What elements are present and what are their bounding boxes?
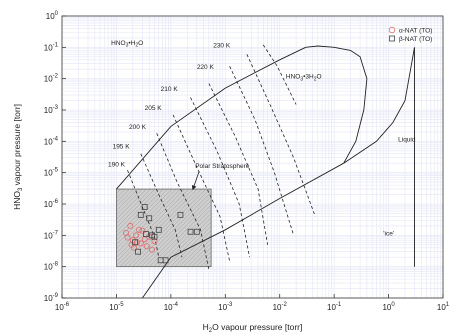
polar-stratosphere-arrow — [191, 170, 200, 191]
isotherm-label: 230 K — [213, 42, 231, 49]
phase-boundary-line — [116, 46, 306, 190]
alpha-nat-point — [143, 243, 150, 250]
beta-nat-point — [193, 228, 200, 235]
isotherm-line — [246, 54, 316, 217]
phase-boundary-line — [142, 162, 344, 299]
alpha-nat-point — [137, 240, 144, 247]
polar-stratosphere-region — [116, 188, 212, 268]
beta-nat-point — [137, 211, 144, 218]
beta-nat-point — [141, 204, 148, 210]
phase-boundary-line — [343, 47, 415, 267]
alpha-nat-point — [136, 226, 143, 233]
alpha-nat-point — [130, 244, 137, 251]
isotherm-line — [208, 83, 268, 245]
y-tick-label: 10-7 — [44, 230, 59, 240]
alpha-nat-point — [148, 246, 155, 253]
x-tick-label: 100 — [382, 302, 395, 312]
beta-nat-point — [143, 231, 149, 237]
y-tick-label: 10-6 — [44, 199, 59, 209]
x-tick-label: 10-3 — [218, 302, 233, 312]
isotherm-line — [229, 66, 294, 236]
y-tick-label: 10-2 — [44, 74, 59, 84]
isotherm-label: 190 K — [108, 161, 126, 168]
axis-ticks: 10-6 10-5 10-4 10-3 10-2 10-1 100 101 100 10-1 10-… — [44, 11, 450, 312]
phase-label: HNO3•H2O — [111, 40, 143, 49]
polar-stratosphere-label: Polar Stratosphere — [195, 163, 250, 170]
beta-nat-point — [155, 226, 162, 233]
legend: α-NAT (TO) β-NAT (TO) — [388, 26, 432, 43]
alpha-nat-point — [151, 238, 158, 245]
y-tick-label: 10-3 — [44, 105, 59, 115]
isotherm-line — [156, 133, 210, 270]
x-tick-label: 10-5 — [109, 302, 124, 312]
alpha-nat-point — [127, 222, 134, 229]
alpha-nat-point — [139, 227, 146, 234]
x-axis-label: H2O vapour pressure [torr] — [203, 322, 303, 334]
y-tick-label: 10-1 — [44, 42, 59, 52]
beta-nat-point — [177, 211, 184, 218]
legend-label-alpha-nat: α-NAT (TO) — [399, 28, 432, 35]
alpha-nat-point — [124, 234, 131, 241]
data-points — [123, 204, 200, 264]
y-tick-label: 10-4 — [44, 136, 59, 146]
y-axis-label: HNO3 vapour pressure [torr] — [12, 104, 24, 210]
isotherm-label: 195 K — [113, 143, 131, 150]
isotherm-label: 220 K — [197, 64, 215, 71]
beta-nat-point — [162, 257, 169, 264]
isotherm-line — [127, 170, 160, 258]
isotherm-lines — [127, 44, 316, 270]
x-tick-label: 10-6 — [55, 302, 70, 312]
y-tick-label: 10-9 — [44, 293, 59, 303]
legend-marker-beta-nat — [389, 35, 395, 42]
alpha-nat-point — [133, 232, 140, 239]
beta-nat-point — [135, 248, 141, 255]
x-tick-label: 10-1 — [327, 302, 342, 312]
legend-label-beta-nat: β-NAT (TO) — [399, 36, 432, 43]
polar-stratosphere-box — [116, 188, 212, 268]
x-tick-label: 101 — [437, 302, 450, 312]
isotherm-label: 210 K — [161, 86, 179, 93]
isotherm-label: 200 K — [129, 124, 147, 131]
phase-label: 'ice' — [383, 230, 394, 237]
phase-boundaries — [116, 45, 415, 299]
x-tick-label: 10-4 — [164, 302, 179, 312]
annotations: 190 K 195 K 200 K 205 K 210 K 220 K 230 K HNO3•… — [108, 40, 416, 237]
beta-nat-point — [187, 228, 194, 235]
isotherm-line — [172, 114, 230, 262]
y-tick-label: 100 — [46, 11, 59, 21]
isotherm-line — [190, 97, 250, 258]
beta-nat-point — [146, 215, 153, 222]
phase-label: HNO3•3H2O — [286, 74, 322, 83]
x-tick-label: 10-2 — [273, 302, 288, 312]
phase-label: Liquid — [398, 136, 416, 143]
isotherm-line — [262, 44, 297, 105]
phase-boundary-line — [305, 45, 368, 164]
plot-frame — [61, 15, 444, 299]
legend-marker-alpha-nat — [388, 26, 396, 34]
beta-nat-point — [132, 239, 138, 246]
isotherm-line — [140, 153, 183, 258]
isotherm-label: 205 K — [145, 105, 163, 112]
beta-nat-point — [151, 233, 158, 240]
y-tick-label: 10-8 — [44, 262, 59, 272]
y-tick-label: 10-5 — [44, 168, 59, 178]
